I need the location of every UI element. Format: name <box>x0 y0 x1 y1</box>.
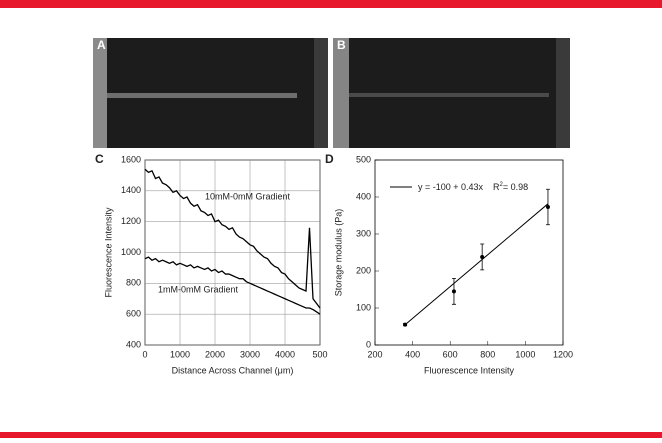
y-tick-label: 500 <box>356 154 371 164</box>
r-label: R <box>493 182 500 192</box>
image-label: A <box>97 38 106 52</box>
x-tick-label: 2000 <box>205 349 225 359</box>
x-tick-label: 200 <box>367 349 382 359</box>
x-tick-label: 1000 <box>170 349 190 359</box>
y-tick-label: 1400 <box>121 185 141 195</box>
y-tick-label: 1200 <box>121 216 141 226</box>
x-axis-label: Distance Across Channel (μm) <box>172 365 294 375</box>
x-tick-label: 4000 <box>275 349 295 359</box>
x-axis-label: Fluorescence Intensity <box>424 365 515 375</box>
image-a: A <box>93 38 328 148</box>
series-label: 1mM-0mM Gradient <box>158 284 239 294</box>
plot-frame <box>374 159 564 346</box>
image-label: B <box>337 38 346 52</box>
y-tick-label: 600 <box>126 309 141 319</box>
x-tick-label: 500 <box>312 349 327 359</box>
bottom-bar <box>0 432 662 438</box>
series-label: 10mM-0mM Gradient <box>205 191 291 201</box>
x-tick-label: 3000 <box>240 349 260 359</box>
y-tick-label: 300 <box>356 228 371 238</box>
fit-equation: y = -100 + 0.43x <box>418 182 484 192</box>
panel-label: D <box>325 152 334 166</box>
r-value: = 0.98 <box>503 182 528 192</box>
y-tick-label: 200 <box>356 265 371 275</box>
image-b: B <box>333 38 570 148</box>
y-tick-label: 1000 <box>121 247 141 257</box>
y-tick-label: 400 <box>356 191 371 201</box>
y-tick-label: 100 <box>356 302 371 312</box>
fit-line <box>404 203 549 326</box>
r-sup: 2 <box>500 182 504 188</box>
data-point <box>403 322 408 327</box>
data-point <box>451 289 456 294</box>
x-tick-label: 0 <box>142 349 147 359</box>
x-tick-label: 1200 <box>553 349 573 359</box>
x-tick-label: 800 <box>480 349 495 359</box>
data-line <box>144 168 321 309</box>
x-tick-label: 1000 <box>515 349 535 359</box>
y-tick-label: 800 <box>126 278 141 288</box>
top-bar <box>0 0 662 8</box>
y-axis-label: Storage modulus (Pa) <box>333 209 343 297</box>
data-point <box>480 254 485 259</box>
legend-text: y = -100 + 0.43x R2= 0.98 <box>418 182 528 193</box>
y-tick-label: 400 <box>126 339 141 349</box>
data-point <box>545 204 550 209</box>
data-line <box>144 256 321 315</box>
x-tick-label: 600 <box>443 349 458 359</box>
y-tick-label: 1600 <box>121 154 141 164</box>
y-tick-label: 0 <box>366 339 371 349</box>
panel-label: C <box>95 152 104 166</box>
y-axis-label: Fluorescence Intensity <box>103 207 113 298</box>
x-tick-label: 400 <box>405 349 420 359</box>
